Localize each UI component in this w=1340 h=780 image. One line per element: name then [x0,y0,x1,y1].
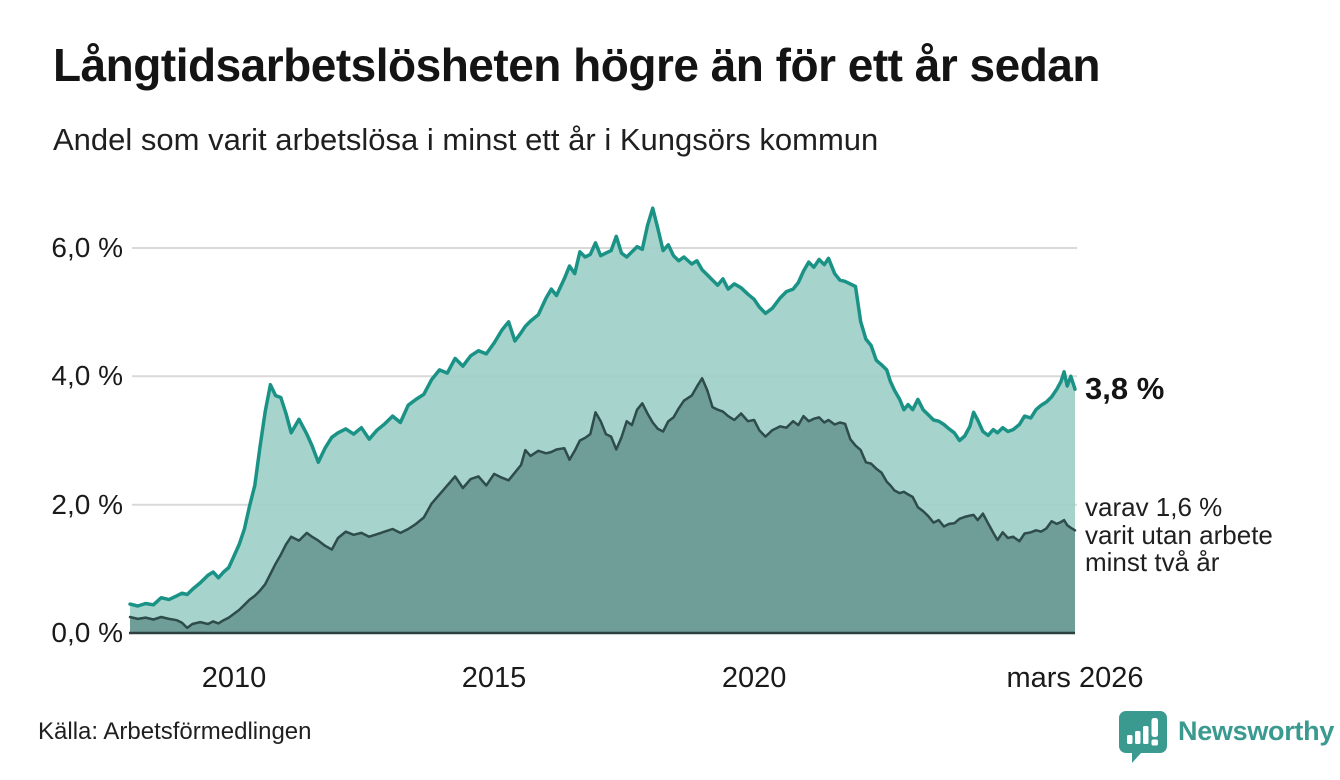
newsworthy-logo-icon [1119,711,1167,763]
x-axis-tick-mars-2026: mars 2026 [1006,662,1144,694]
y-axis-tick-0: 0,0 % [51,617,123,648]
x-axis-tick-2015: 2015 [461,662,527,694]
y-axis-tick-6: 6,0 % [51,231,123,263]
page-subtitle: Andel som varit arbetslösa i minst ett å… [53,122,879,157]
source-credit: Källa: Arbetsförmedlingen [38,718,312,745]
annotation-ge2-line2: varit utan arbete [1085,519,1273,550]
annotation-ge2-line1: varav 1,6 % [1085,492,1223,523]
page-title: Långtidsarbetslösheten högre än för ett … [53,39,1100,91]
annotation-ge2-line3: minst två år [1085,547,1220,578]
x-axis-tick-2020: 2020 [721,662,787,694]
y-axis-tick-2: 2,0 % [51,488,123,520]
annotation-ge2: varav 1,6 % varit utan arbete minst två … [1085,494,1273,577]
annotation-total: 3,8 % [1085,371,1165,407]
x-axis-tick-2010: 2010 [201,662,267,694]
newsworthy-brand: Newsworthy [1118,708,1334,764]
y-axis-tick-4: 4,0 % [51,360,123,392]
newsworthy-logo-text: Newsworthy [1178,716,1335,746]
